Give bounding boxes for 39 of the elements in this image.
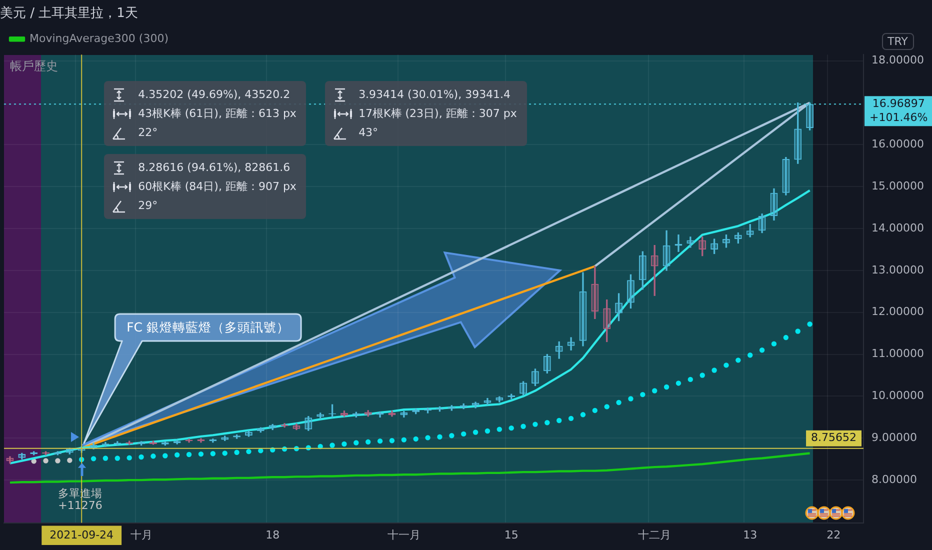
y-tick-label: 18.00000 bbox=[872, 54, 924, 67]
measure-panel: 3.93414 (30.01%), 39341.4 17根K棒 (23日), 距離：307 px 43° bbox=[324, 81, 527, 146]
speech-bubble: FC 銀燈轉藍燈（多頭訊號） bbox=[83, 313, 304, 444]
ref-line-label: 16.96897 bbox=[872, 96, 925, 110]
y-tick-label: 13.00000 bbox=[872, 263, 924, 276]
legend-label: MovingAverage300 (300) bbox=[30, 32, 168, 45]
x-tick-label: 22 bbox=[826, 528, 841, 542]
x-tick-label: 18 bbox=[266, 528, 280, 542]
x-tick-label: 15 bbox=[504, 528, 518, 542]
text: TRY bbox=[882, 32, 914, 50]
y-tick-label: 15.00000 bbox=[872, 179, 924, 192]
annotation: 43° bbox=[358, 126, 378, 140]
annotation: 8.28616 (94.61%), 82861.6 bbox=[138, 161, 290, 174]
measure-panel: 4.35202 (49.69%), 43520.2 43根K棒 (61日), 距離：613 px 22° bbox=[104, 81, 306, 146]
ref-line-label: 8.75652 bbox=[811, 431, 857, 444]
annotation: 17根K棒 (23日), 距離：307 px bbox=[358, 106, 517, 122]
x-tick-label: 13 bbox=[743, 528, 758, 542]
annotation: 43根K棒 (61日), 距離：613 px bbox=[138, 106, 296, 122]
x-tick-label: 十一月 bbox=[387, 528, 420, 542]
y-tick-label: 14.00000 bbox=[872, 221, 924, 234]
annotation: 60根K棒 (84日), 距離：907 px bbox=[138, 179, 296, 194]
x-tick-label: 十月 bbox=[130, 528, 152, 542]
y-tick-label: 16.00000 bbox=[872, 138, 924, 151]
y-tick-label: 9.00000 bbox=[872, 430, 918, 444]
annotation: 22° bbox=[138, 126, 158, 140]
text: +101.46% bbox=[870, 110, 928, 124]
measure-panel: 8.28616 (94.61%), 82861.6 60根K棒 (84日), 距離：907 px 29° bbox=[104, 154, 306, 220]
annotation: 帳戶歷史 bbox=[10, 58, 58, 76]
y-tick-label: 10.00000 bbox=[872, 389, 924, 402]
y-tick-label: 11.00000 bbox=[872, 347, 924, 360]
annotation: 3.93414 (30.01%), 39341.4 bbox=[358, 88, 511, 102]
annotation: 29° bbox=[138, 199, 158, 212]
annotation: 4.35202 (49.69%), 43520.2 bbox=[138, 88, 290, 102]
annotation: FC 銀燈轉藍燈（多頭訊號） bbox=[126, 320, 290, 335]
y-tick-label: 12.00000 bbox=[872, 305, 924, 318]
chart-title: 美元 / 土耳其里拉，1天 bbox=[0, 5, 138, 22]
x-tick-label: 十二月 bbox=[638, 528, 672, 542]
y-tick-label: 8.00000 bbox=[872, 472, 918, 486]
x-tick-label: 2021-09-24 bbox=[50, 528, 114, 542]
